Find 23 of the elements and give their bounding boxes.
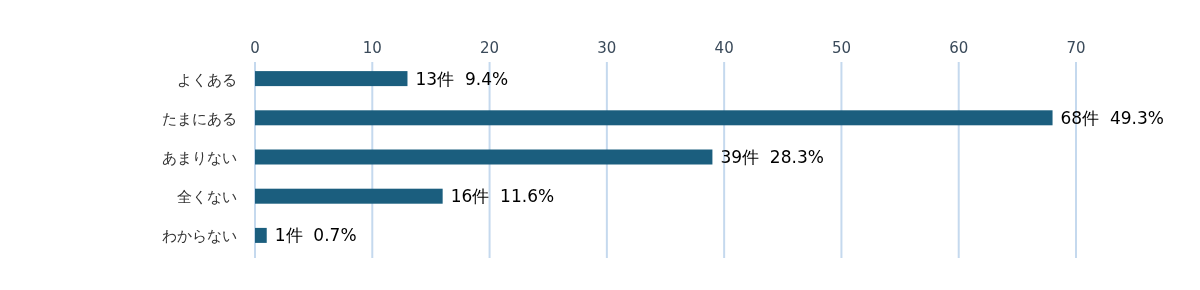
y-tick-label: あまりない	[162, 149, 237, 167]
bar	[255, 227, 267, 243]
bar	[255, 110, 1053, 126]
data-label: 1件 0.7%	[274, 225, 357, 246]
x-tick-label: 70	[1066, 39, 1086, 57]
x-tick-label: 20	[480, 39, 500, 57]
x-tick-label: 40	[714, 39, 734, 57]
bar	[255, 188, 443, 204]
bar	[255, 71, 408, 87]
y-tick-label: よくある	[177, 70, 237, 89]
y-tick-label: わからない	[162, 227, 237, 246]
data-label: 39件 28.3%	[720, 147, 824, 167]
y-tick-label: たまにある	[162, 109, 237, 128]
data-label: 16件 11.6%	[450, 186, 555, 207]
x-tick-label: 0	[250, 39, 260, 57]
data-label: 13件 9.4%	[415, 68, 509, 89]
data-label: 68件 49.3%	[1060, 107, 1164, 128]
y-tick-label: 全くない	[177, 188, 237, 207]
x-tick-label: 50	[831, 39, 851, 57]
x-tick-label: 10	[362, 39, 382, 57]
bar	[255, 149, 713, 165]
x-tick-label: 60	[949, 39, 969, 57]
x-tick-label: 30	[597, 39, 617, 57]
